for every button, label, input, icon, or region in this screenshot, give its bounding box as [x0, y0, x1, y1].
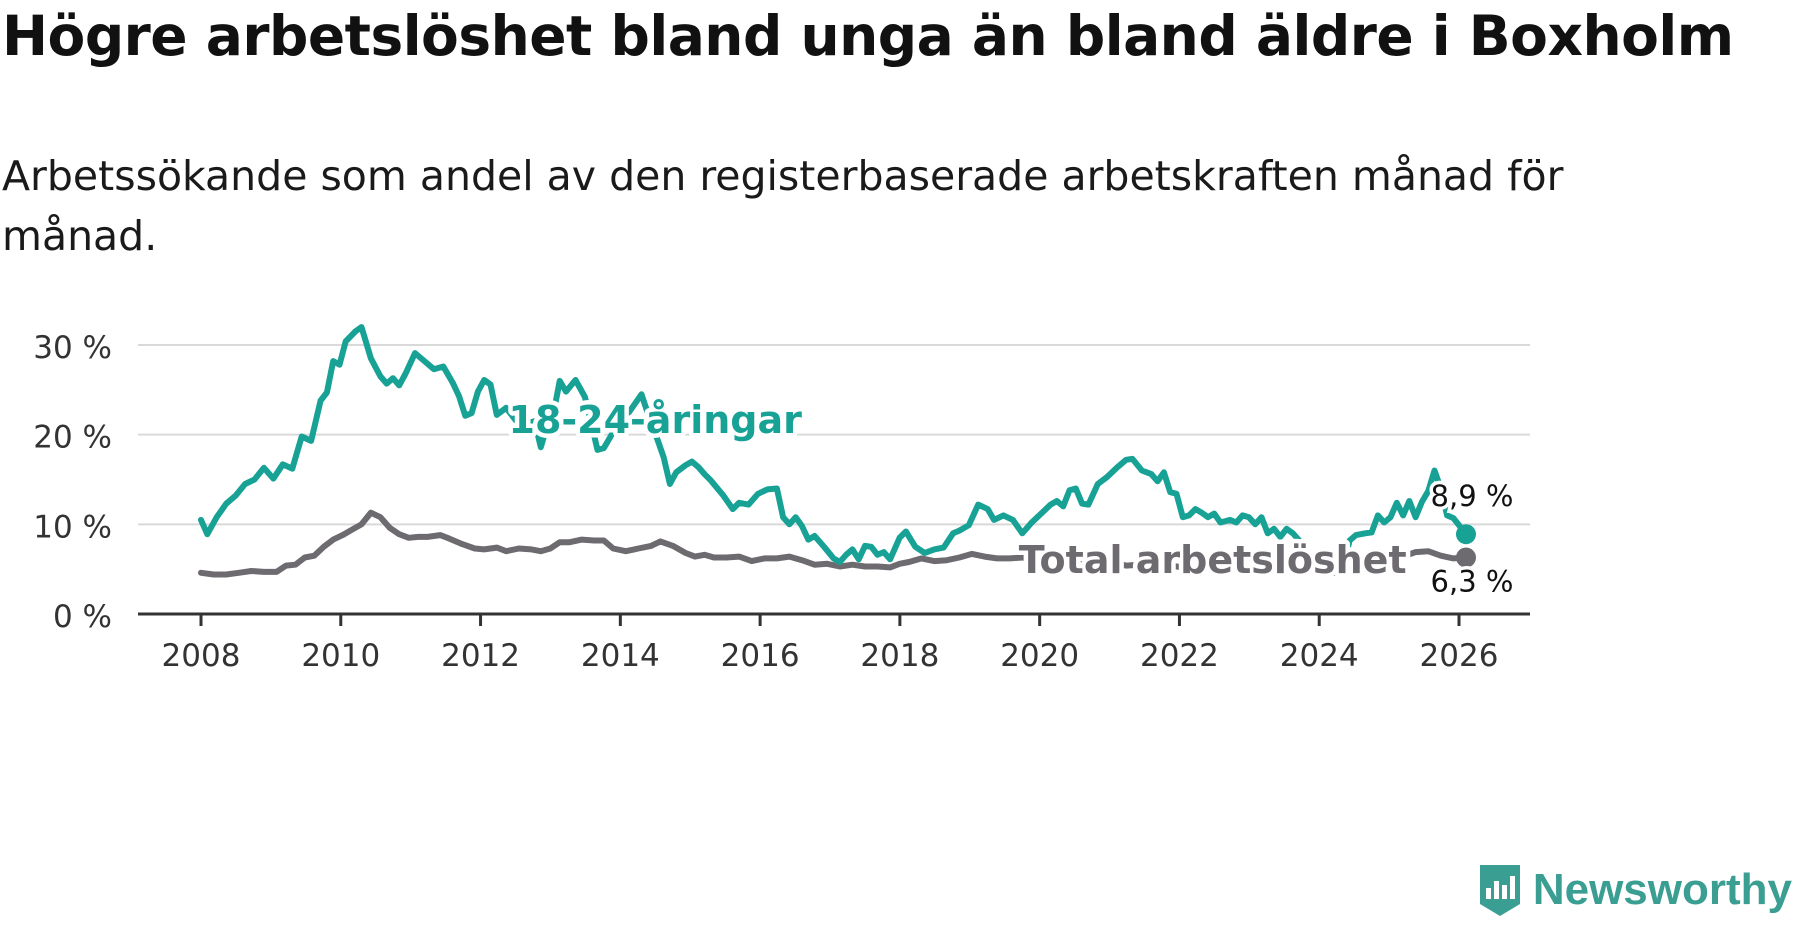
series-end-label: 8,9 %	[1431, 479, 1514, 513]
x-tick-label: 2016	[721, 638, 800, 674]
chart-subtitle: Arbetssökande som andel av den registerb…	[2, 152, 1564, 260]
series-line	[198, 324, 1469, 571]
series-end-label: 6,3 %	[1431, 565, 1514, 599]
gridlines	[138, 344, 1530, 526]
brand-name: Newsworthy	[1532, 865, 1792, 914]
bar-chart-badge-icon	[1479, 865, 1520, 916]
x-tick-label: 2026	[1420, 638, 1499, 674]
chart-title: Högre arbetslöshet bland unga än bland ä…	[2, 4, 1734, 68]
series-end-point	[1455, 547, 1476, 568]
y-tick-label: 10 %	[33, 509, 112, 545]
x-tick-label: 2010	[301, 638, 380, 674]
y-tick-label: 20 %	[33, 420, 112, 456]
series-labels: 8,9 % 6,3 % 18-24-åringar Total arbetslöshe…	[504, 394, 1517, 602]
axes: 0 % 10 % 20 % 30 % 2008 2010 2012 2014 2016 2018 2…	[33, 330, 1530, 674]
x-tick-label: 2014	[581, 638, 660, 674]
series-label: Total arbetslöshet	[1019, 538, 1407, 582]
x-tick-label: 2020	[1000, 638, 1079, 674]
x-tick-label: 2018	[860, 638, 939, 674]
series-lines	[198, 324, 1476, 578]
newsworthy-logo: Newsworthy	[1477, 862, 1792, 918]
series-label: 18-24-åringar	[509, 398, 803, 442]
y-tick-label: 0 %	[53, 599, 112, 635]
x-tick-label: 2024	[1280, 638, 1359, 674]
x-tick-label: 2012	[441, 638, 520, 674]
x-tick-label: 2022	[1140, 638, 1219, 674]
series-line	[198, 509, 1469, 578]
y-tick-label: 30 %	[33, 330, 112, 366]
series-end-point	[1455, 524, 1476, 545]
x-tick-label: 2008	[162, 638, 241, 674]
